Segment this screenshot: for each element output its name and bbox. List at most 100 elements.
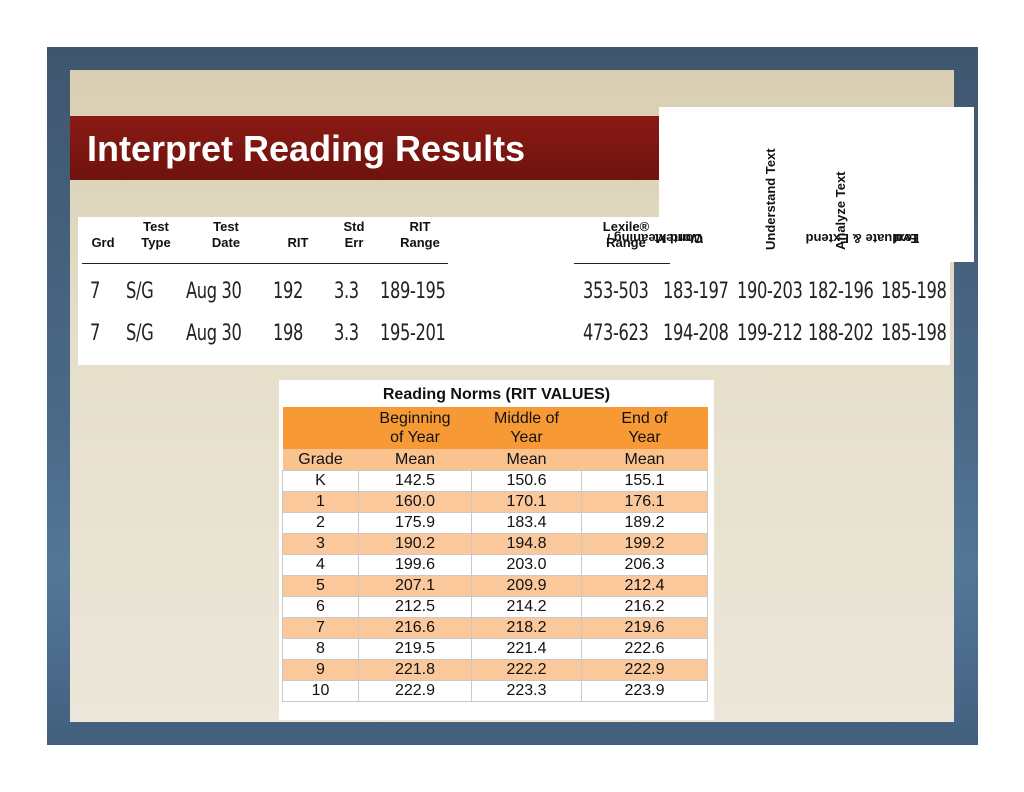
norms-eoy-cell: 199.2 (581, 533, 708, 555)
norms-moy-cell: 214.2 (471, 596, 582, 618)
strand-word-meaning-line2: Context (654, 231, 703, 246)
row1-rit-range: 189-195 (380, 279, 446, 304)
norms-moy-cell: 221.4 (471, 638, 582, 660)
norms-grade-cell: 10 (282, 680, 359, 702)
norms-grade-cell: 3 (282, 533, 359, 555)
table-row: 4 199.6 203.0 206.3 (282, 554, 708, 576)
header-test-type: Test Type (132, 219, 180, 251)
norms-header-moy: Middle of Year (471, 407, 582, 449)
norms-eoy-cell: 189.2 (581, 512, 708, 534)
norms-grade-cell: 9 (282, 659, 359, 681)
strand-understand-label: Understand Text (763, 148, 778, 250)
norms-moy-cell: 222.2 (471, 659, 582, 681)
header-lexile-line1: Lexile® (602, 219, 650, 234)
norms-mean-label-eoy: Mean (581, 449, 708, 471)
table-row: K 142.5 150.6 155.1 (282, 470, 708, 492)
table-row: 5 207.1 209.9 212.4 (282, 575, 708, 597)
row1-strand-analyze: 182-196 (808, 279, 874, 304)
table-row: 6 212.5 214.2 216.2 (282, 596, 708, 618)
row1-lexile: 353-503 (583, 279, 649, 304)
header-test-type-line2: Type (141, 235, 171, 250)
norms-eoy-line2: Year (628, 429, 661, 446)
norms-moy-cell: 183.4 (471, 512, 582, 534)
norms-boy-cell: 142.5 (358, 470, 472, 492)
norms-moy-cell: 150.6 (471, 470, 582, 492)
header-test-date-line2: Date (211, 235, 241, 250)
row1-strand-evaluate: 185-198 (881, 279, 947, 304)
table-row: 8 219.5 221.4 222.6 (282, 638, 708, 660)
norms-header-eoy: End of Year (581, 407, 708, 449)
row1-strand-word-meaning: 183-197 (663, 279, 729, 304)
results-panel: Grd Test Type Test Date RIT Std Err RIT … (78, 217, 950, 365)
row2-lexile: 473-623 (583, 321, 649, 346)
norms-header-blank (282, 407, 359, 449)
row1-rit: 192 (273, 279, 303, 304)
row1-test-date: Aug 30 (186, 279, 242, 304)
norms-period-row: Beginning of Year Middle of Year End of Yea… (282, 407, 708, 449)
row2-std-err: 3.3 (334, 321, 359, 346)
header-rit: RIT (287, 235, 309, 250)
norms-moy-cell: 209.9 (471, 575, 582, 597)
norms-moy-cell: 194.8 (471, 533, 582, 555)
header-std-err-line2: Err (344, 235, 364, 250)
row1-test-type: S/G (126, 279, 154, 304)
row2-grd: 7 (90, 321, 100, 346)
norms-title: Reading Norms (RIT VALUES) (382, 386, 611, 403)
norms-grade-cell: 4 (282, 554, 359, 576)
table-row: 1 160.0 170.1 176.1 (282, 491, 708, 513)
norms-moy-cell: 218.2 (471, 617, 582, 639)
header-rit-range-line1: RIT (409, 219, 431, 234)
table-row: 3 190.2 194.8 199.2 (282, 533, 708, 555)
norms-eoy-cell: 222.9 (581, 659, 708, 681)
norms-eoy-cell: 219.6 (581, 617, 708, 639)
norms-eoy-cell: 223.9 (581, 680, 708, 702)
norms-mean-label-moy: Mean (471, 449, 582, 471)
table-row: 7 216.6 218.2 219.6 (282, 617, 708, 639)
header-underline-left (82, 263, 448, 264)
header-test-date-line1: Test (213, 219, 239, 234)
norms-boy-cell: 216.6 (358, 617, 472, 639)
norms-moy-line2: Year (510, 429, 543, 446)
norms-boy-line1: Beginning (379, 410, 451, 427)
strand-evaluate-line2: Text (893, 231, 919, 246)
norms-moy-cell: 170.1 (471, 491, 582, 513)
norms-eoy-cell: 212.4 (581, 575, 708, 597)
header-std-err: Std Err (334, 219, 374, 251)
norms-boy-cell: 175.9 (358, 512, 472, 534)
row2-strand-analyze: 188-202 (808, 321, 874, 346)
strand-header-evaluate: Evaluate & Extend Text (806, 100, 921, 250)
norms-moy-cell: 223.3 (471, 680, 582, 702)
norms-moy-line1: Middle of (494, 410, 559, 427)
norms-grade-cell: 1 (282, 491, 359, 513)
norms-boy-cell: 190.2 (358, 533, 472, 555)
table-row: 2 175.9 183.4 189.2 (282, 512, 708, 534)
table-row: 10 222.9 223.3 223.9 (282, 680, 708, 702)
norms-boy-cell: 221.8 (358, 659, 472, 681)
strand-header-panel: Word Meaning / Context Understand Text An… (606, 107, 974, 262)
header-test-type-line1: Test (143, 219, 169, 234)
norms-grade-cell: 6 (282, 596, 359, 618)
norms-grade-cell: 7 (282, 617, 359, 639)
row2-rit-range: 195-201 (380, 321, 446, 346)
norms-eoy-cell: 216.2 (581, 596, 708, 618)
norms-mean-label-boy: Mean (358, 449, 472, 471)
header-rit-range: RIT Range (388, 219, 452, 251)
row1-strand-understand: 190-203 (737, 279, 803, 304)
row2-rit: 198 (273, 321, 303, 346)
norms-grade-cell: K (282, 470, 359, 492)
row1-std-err: 3.3 (334, 279, 359, 304)
header-test-date: Test Date (198, 219, 254, 251)
row2-strand-evaluate: 185-198 (881, 321, 947, 346)
norms-eoy-cell: 222.6 (581, 638, 708, 660)
norms-moy-cell: 203.0 (471, 554, 582, 576)
norms-boy-line2: of Year (390, 429, 440, 446)
strand-header-analyze: Analyze Text (829, 100, 849, 250)
norms-header-boy: Beginning of Year (358, 407, 472, 449)
header-std-err-line1: Std (343, 219, 365, 234)
norms-boy-cell: 207.1 (358, 575, 472, 597)
norms-table: Beginning of Year Middle of Year End of Yea… (282, 407, 708, 702)
norms-boy-cell: 199.6 (358, 554, 472, 576)
header-grd: Grd (91, 235, 115, 250)
norms-grade-cell: 8 (282, 638, 359, 660)
header-lexile-line2: Range (606, 235, 646, 250)
